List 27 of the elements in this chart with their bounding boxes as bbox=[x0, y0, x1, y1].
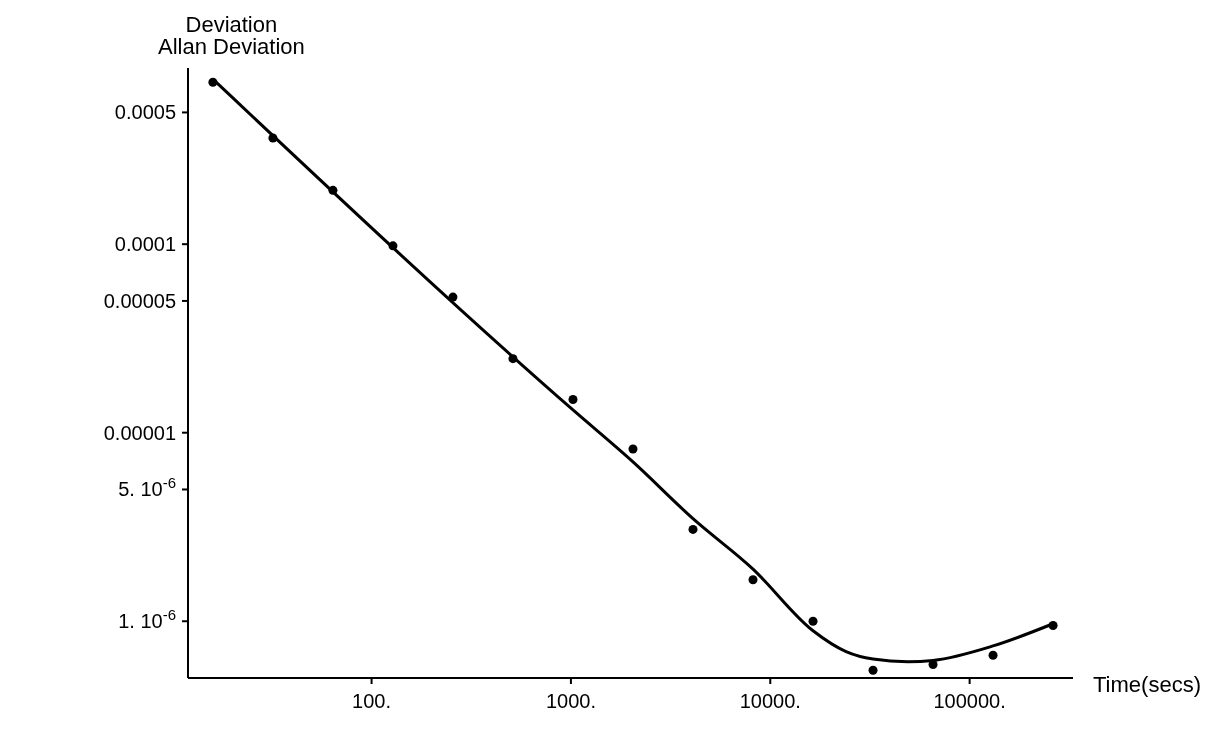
x-axis-title: Time(secs) bbox=[1093, 671, 1201, 697]
y-tick-label: 0.00005 bbox=[103, 289, 176, 312]
point bbox=[568, 395, 578, 405]
point bbox=[868, 665, 878, 675]
point bbox=[388, 241, 398, 251]
point bbox=[988, 650, 998, 660]
point bbox=[508, 354, 518, 364]
point bbox=[628, 444, 638, 454]
point bbox=[208, 77, 218, 87]
y-tick-label: 0.0001 bbox=[114, 233, 176, 256]
point bbox=[748, 575, 758, 585]
text: Deviation bbox=[184, 12, 279, 37]
point bbox=[448, 292, 458, 302]
y-tick-label: 0.0005 bbox=[114, 101, 176, 124]
x-tick-label: 1000. bbox=[545, 690, 596, 712]
x-tick-label: 100. bbox=[352, 690, 392, 712]
point bbox=[808, 616, 818, 626]
y-tick-label: 0.00001 bbox=[103, 421, 176, 444]
point bbox=[268, 133, 278, 143]
point bbox=[1048, 620, 1058, 630]
point bbox=[328, 185, 338, 195]
x-tick-label: 10000. bbox=[739, 690, 801, 712]
x-tick-label: 100000. bbox=[933, 690, 1006, 712]
y-tick-label: 1. 10$^{-6}$ bbox=[118, 605, 176, 633]
y-tick-label: 5. 10$^{-6}$ bbox=[118, 473, 176, 501]
y-axis-title: Allan Deviation bbox=[158, 34, 305, 59]
point bbox=[688, 524, 698, 534]
